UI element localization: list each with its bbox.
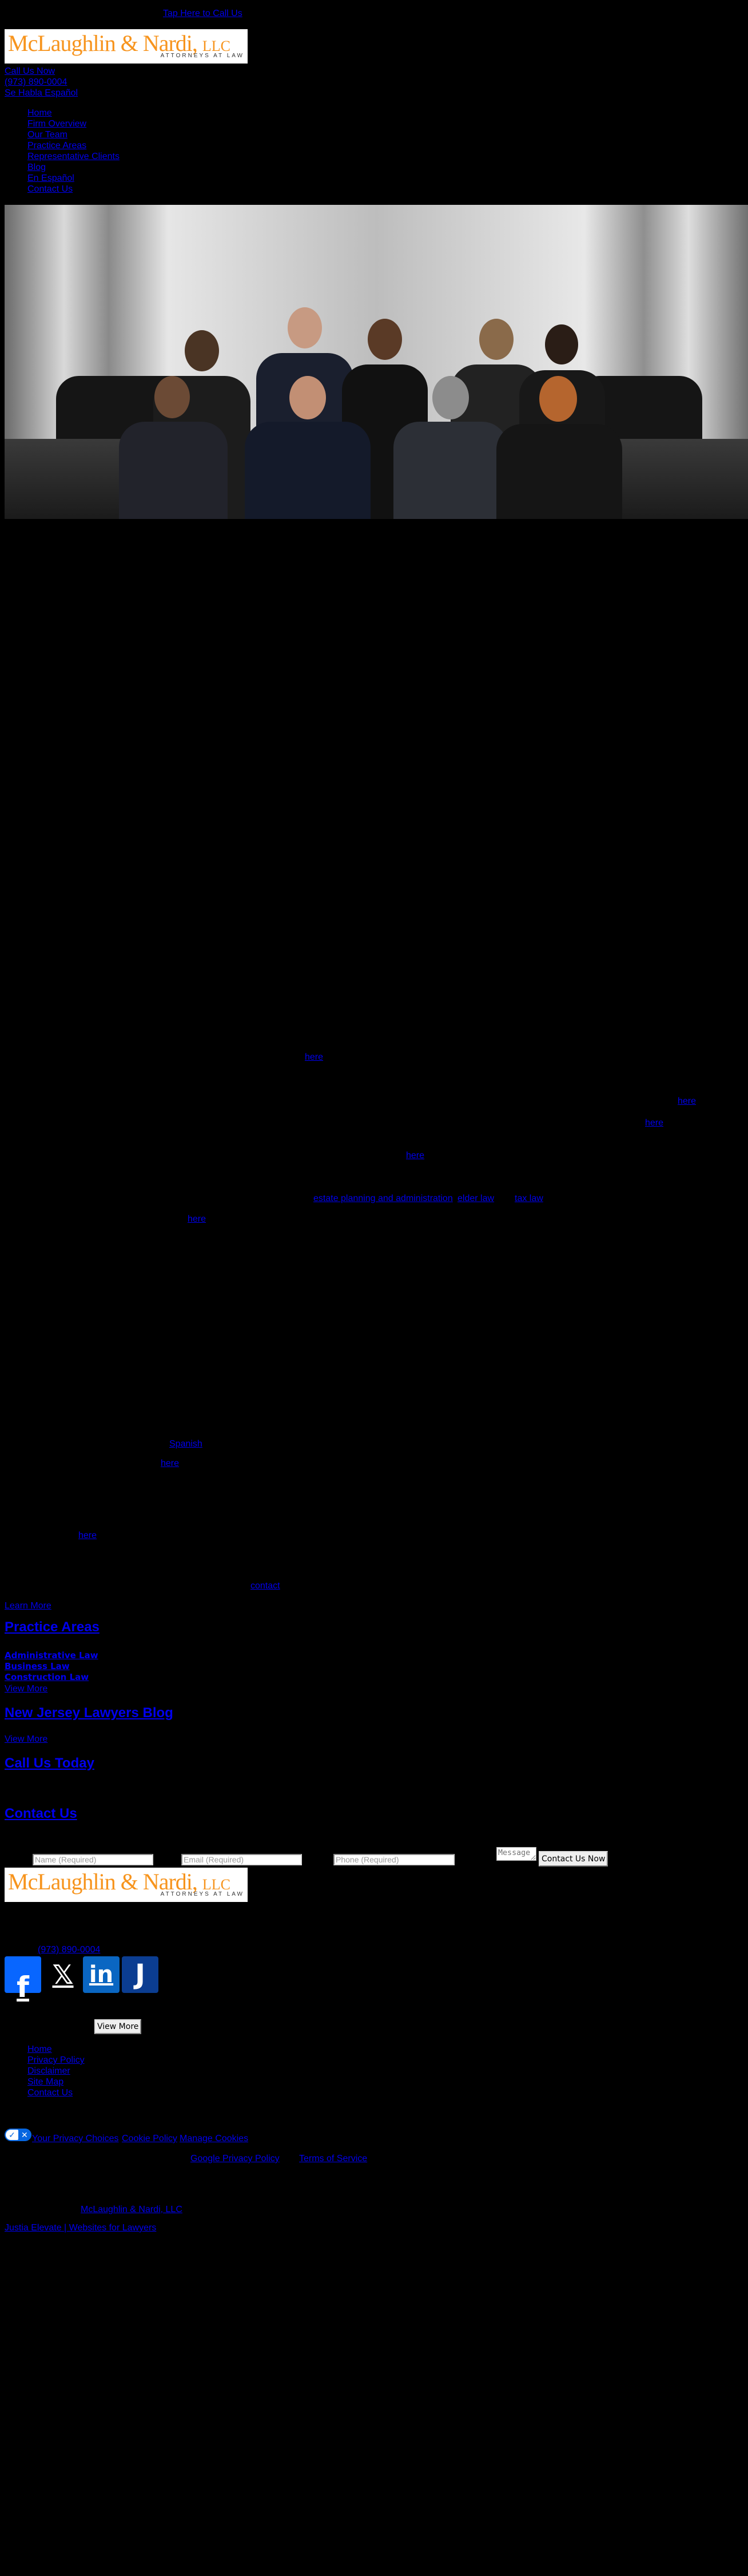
tap-to-call-link[interactable]: Tap Here to Call Us <box>163 9 242 18</box>
header-phone-link[interactable]: (973) 890-0004 <box>5 77 67 87</box>
footer-phone-link[interactable]: (973) 890-0004 <box>38 1945 101 1955</box>
blog-view-more[interactable]: View More <box>5 1734 48 1744</box>
terms-of-service-link[interactable]: Terms of Service <box>299 2154 368 2163</box>
person <box>496 376 622 519</box>
person <box>393 376 508 519</box>
nav-our-team[interactable]: Our Team <box>27 130 67 140</box>
blog-heading: New Jersey Lawyers Blog <box>5 1705 173 1721</box>
privacy-choices-icon[interactable]: ✓ ✕ <box>5 2129 31 2141</box>
email-input[interactable] <box>181 1854 302 1865</box>
justia-icon[interactable]: J <box>122 1956 158 1993</box>
logo-name: McLaughlin & Nardi, LLC <box>8 30 231 56</box>
justia-elevate-link[interactable]: Justia Elevate | Websites for Lawyers <box>5 2223 157 2233</box>
x-icon[interactable]: 𝕏 <box>45 1956 81 1993</box>
practice-area-construction-law[interactable]: Construction Law <box>5 1672 89 1682</box>
firm-logo[interactable]: McLaughlin & Nardi, LLC ATTORNEYS AT LAW <box>5 29 248 64</box>
blog-heading-link[interactable]: New Jersey Lawyers Blog <box>5 1705 173 1721</box>
footer-view-more-button[interactable]: View More <box>94 2019 142 2034</box>
tax-law-link[interactable]: tax law <box>515 1194 543 1203</box>
practice-areas-heading-link[interactable]: Practice Areas <box>5 1619 100 1635</box>
footer-logo[interactable]: McLaughlin & Nardi, LLC ATTORNEYS AT LAW <box>5 1868 248 1902</box>
nav-en-espanol[interactable]: En Español <box>27 173 74 183</box>
privacy-choices-link[interactable]: Your Privacy Choices <box>32 2134 119 2143</box>
estate-planning-link[interactable]: estate planning and administration <box>313 1194 453 1203</box>
contact-us-heading: Contact Us <box>5 1806 77 1822</box>
contact-us-now-button[interactable]: Contact Us Now <box>539 1851 608 1866</box>
practice-areas-view-more[interactable]: View More <box>5 1684 48 1694</box>
footer-nav-site-map[interactable]: Site Map <box>27 2077 64 2087</box>
logo-tagline: ATTORNEYS AT LAW <box>160 53 244 59</box>
spanish-link[interactable]: Spanish <box>169 1439 202 1449</box>
nav-practice-areas[interactable]: Practice Areas <box>27 141 87 150</box>
cookie-policy-link[interactable]: Cookie Policy <box>122 2134 177 2143</box>
footer-nav: Home Privacy Policy Disclaimer Site Map … <box>27 2044 85 2098</box>
practice-areas-heading: Practice Areas <box>5 1619 100 1635</box>
here-link[interactable]: here <box>188 1214 206 1224</box>
logo-name: McLaughlin & Nardi, LLC <box>8 1869 231 1895</box>
manage-cookies-link[interactable]: Manage Cookies <box>180 2134 249 2143</box>
phone-input[interactable] <box>333 1854 455 1865</box>
here-link[interactable]: here <box>305 1052 324 1062</box>
here-link[interactable]: here <box>645 1118 664 1128</box>
name-input[interactable] <box>33 1854 153 1865</box>
logo-tagline: ATTORNEYS AT LAW <box>160 1891 244 1897</box>
contact-link[interactable]: contact <box>250 1581 280 1591</box>
footer-nav-home[interactable]: Home <box>27 2044 52 2054</box>
call-us-today-heading: Call Us Today <box>5 1755 94 1772</box>
firm-name-link[interactable]: McLaughlin & Nardi, LLC <box>81 2205 182 2214</box>
elder-law-link[interactable]: elder law <box>457 1194 495 1203</box>
linkedin-icon[interactable]: in <box>83 1956 120 1993</box>
contact-us-heading-link[interactable]: Contact Us <box>5 1806 77 1821</box>
nav-blog[interactable]: Blog <box>27 163 46 172</box>
footer-nav-contact-us[interactable]: Contact Us <box>27 2088 73 2098</box>
here-link[interactable]: here <box>406 1151 425 1160</box>
se-habla-espanol-link[interactable]: Se Habla Español <box>5 88 78 98</box>
nav-home[interactable]: Home <box>27 108 52 118</box>
person <box>245 376 371 519</box>
nav-representative-clients[interactable]: Representative Clients <box>27 152 120 161</box>
learn-more-link[interactable]: Learn More <box>5 1601 51 1611</box>
practice-area-administrative-law[interactable]: Administrative Law <box>5 1650 98 1660</box>
here-link[interactable]: here <box>78 1531 97 1540</box>
call-us-now-link[interactable]: Call Us Now <box>5 66 55 76</box>
team-hero-image <box>5 205 748 519</box>
practice-area-business-law[interactable]: Business Law <box>5 1661 70 1671</box>
footer-nav-disclaimer[interactable]: Disclaimer <box>27 2066 70 2076</box>
here-link[interactable]: here <box>161 1459 180 1468</box>
footer-nav-privacy-policy[interactable]: Privacy Policy <box>27 2055 85 2065</box>
main-nav: Home Firm Overview Our Team Practice Are… <box>27 108 120 195</box>
here-link[interactable]: here <box>678 1096 697 1106</box>
facebook-icon[interactable]: f <box>5 1956 41 2002</box>
person <box>119 376 228 519</box>
nav-contact-us[interactable]: Contact Us <box>27 184 73 194</box>
google-privacy-policy-link[interactable]: Google Privacy Policy <box>190 2154 280 2163</box>
message-textarea[interactable] <box>496 1847 536 1861</box>
practice-areas-list: Administrative Law Business Law Construc… <box>5 1650 98 1683</box>
nav-firm-overview[interactable]: Firm Overview <box>27 119 87 129</box>
call-us-today-link[interactable]: Call Us Today <box>5 1755 94 1771</box>
